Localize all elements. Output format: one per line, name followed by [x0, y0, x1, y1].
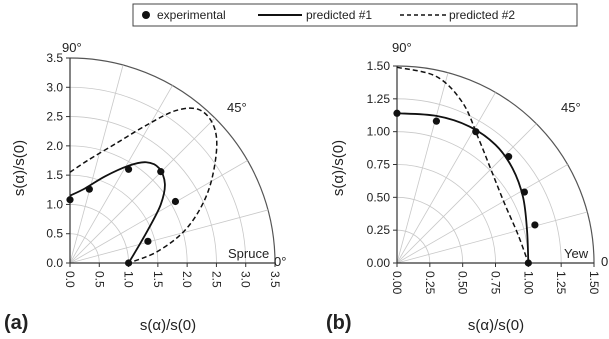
- x-tick-label: 3.0: [239, 271, 253, 288]
- y-axis-label: s(α)/s(0): [330, 140, 347, 196]
- x-tick-label: 1.00: [521, 271, 535, 295]
- y-tick-label: 1.00: [367, 125, 391, 139]
- polar-grid: [396, 65, 595, 264]
- species-label: Yew: [564, 246, 589, 261]
- legend-box: [132, 3, 578, 27]
- polar-grid: [69, 57, 276, 264]
- y-tick-label: 1.0: [46, 197, 63, 211]
- y-tick-label: 0.00: [367, 256, 391, 270]
- data-series: [393, 66, 539, 267]
- series-line-predicted2: [69, 107, 218, 264]
- x-axis-label: s(α)/s(0): [140, 317, 196, 334]
- x-tick-label: 0.0: [63, 271, 77, 288]
- axes: [66, 57, 276, 267]
- grid-radial: [69, 85, 173, 264]
- legend-label-predicted1: predicted #1: [306, 8, 372, 22]
- y-tick-labels: 0.00 0.25 0.50 0.75 1.00 1.25 1.50: [367, 59, 391, 270]
- x-tick-label: 1.0: [122, 271, 136, 288]
- x-tick-label: 0.5: [92, 271, 106, 288]
- angle-90-label: 90°: [392, 40, 412, 55]
- y-tick-label: 0.50: [367, 190, 391, 204]
- x-tick-label: 1.5: [151, 271, 165, 288]
- axes: [393, 65, 595, 267]
- data-series: [66, 107, 218, 267]
- grid-radial: [396, 211, 588, 264]
- angle-45-label: 45°: [227, 100, 247, 115]
- series-line-predicted1: [396, 112, 530, 264]
- x-tick-label: 0.25: [423, 271, 437, 295]
- grid-radial: [396, 92, 496, 264]
- x-tick-labels: 0.00 0.25 0.50 0.75 1.00 1.25 1.50: [390, 271, 601, 295]
- grid-radial: [396, 123, 537, 264]
- angle-90-label: 90°: [62, 40, 82, 55]
- x-tick-label: 3.5: [268, 271, 282, 288]
- data-point: [524, 259, 532, 267]
- data-point: [124, 165, 133, 173]
- x-tick-label: 2.0: [180, 271, 194, 288]
- legend: experimental predicted #1 predicted #2: [132, 3, 578, 27]
- angle-0-label: 0°: [601, 254, 609, 269]
- panel-label: (b): [326, 312, 352, 334]
- x-tick-label: 0.75: [489, 271, 503, 295]
- panel-label: (a): [4, 312, 28, 334]
- legend-label-predicted2: predicted #2: [449, 8, 515, 22]
- series-line-predicted1: [69, 161, 166, 264]
- data-point: [432, 117, 440, 125]
- x-tick-label: 2.5: [209, 271, 223, 288]
- y-tick-label: 3.0: [46, 80, 63, 94]
- grid-radial: [69, 117, 216, 264]
- grid-radial: [396, 72, 449, 264]
- angle-0-label: 0°: [274, 254, 286, 269]
- chart-panel-yew: 0.00 0.25 0.50 0.75 1.00 1.25 1.50 0.00 0.25 0.5…: [326, 40, 609, 334]
- x-tick-label: 1.25: [554, 271, 568, 295]
- x-tick-label: 0.00: [390, 271, 404, 295]
- y-tick-label: 0.0: [46, 256, 63, 270]
- x-axis-label: s(α)/s(0): [468, 317, 524, 334]
- chart-panel-spruce: 0.0 0.5 1.0 1.5 2.0 2.5 3.0 3.5 0.0 0.5 1.0 1.5 2.0…: [4, 40, 286, 334]
- data-point: [531, 221, 539, 229]
- x-tick-label: 0.50: [456, 271, 470, 295]
- series-line-predicted2: [396, 66, 530, 264]
- legend-marker-experimental: [142, 11, 150, 19]
- x-tick-label: 1.50: [587, 271, 601, 295]
- grid-radial: [69, 160, 248, 264]
- y-tick-label: 2.5: [46, 110, 63, 124]
- x-tick-labels: 0.0 0.5 1.0 1.5 2.0 2.5 3.0 3.5: [63, 271, 282, 288]
- data-point: [66, 196, 74, 204]
- grid-radial: [69, 209, 269, 264]
- y-tick-label: 0.25: [367, 223, 391, 237]
- grid-radial: [396, 164, 568, 264]
- y-tick-label: 0.5: [46, 227, 63, 241]
- data-point: [144, 237, 152, 245]
- data-point: [171, 197, 180, 206]
- y-tick-label: 1.50: [367, 59, 391, 73]
- y-tick-label: 1.25: [367, 92, 391, 106]
- y-tick-label: 1.5: [46, 168, 63, 182]
- y-tick-label: 2.0: [46, 139, 63, 153]
- legend-label-experimental: experimental: [157, 8, 226, 22]
- grid-radial: [69, 64, 124, 264]
- y-axis-label: s(α)/s(0): [11, 140, 28, 196]
- y-tick-label: 0.75: [367, 158, 391, 172]
- species-label: Spruce: [228, 246, 269, 261]
- y-tick-labels: 0.0 0.5 1.0 1.5 2.0 2.5 3.0 3.5: [46, 51, 63, 270]
- y-tick-label: 3.5: [46, 51, 63, 65]
- angle-45-label: 45°: [561, 100, 581, 115]
